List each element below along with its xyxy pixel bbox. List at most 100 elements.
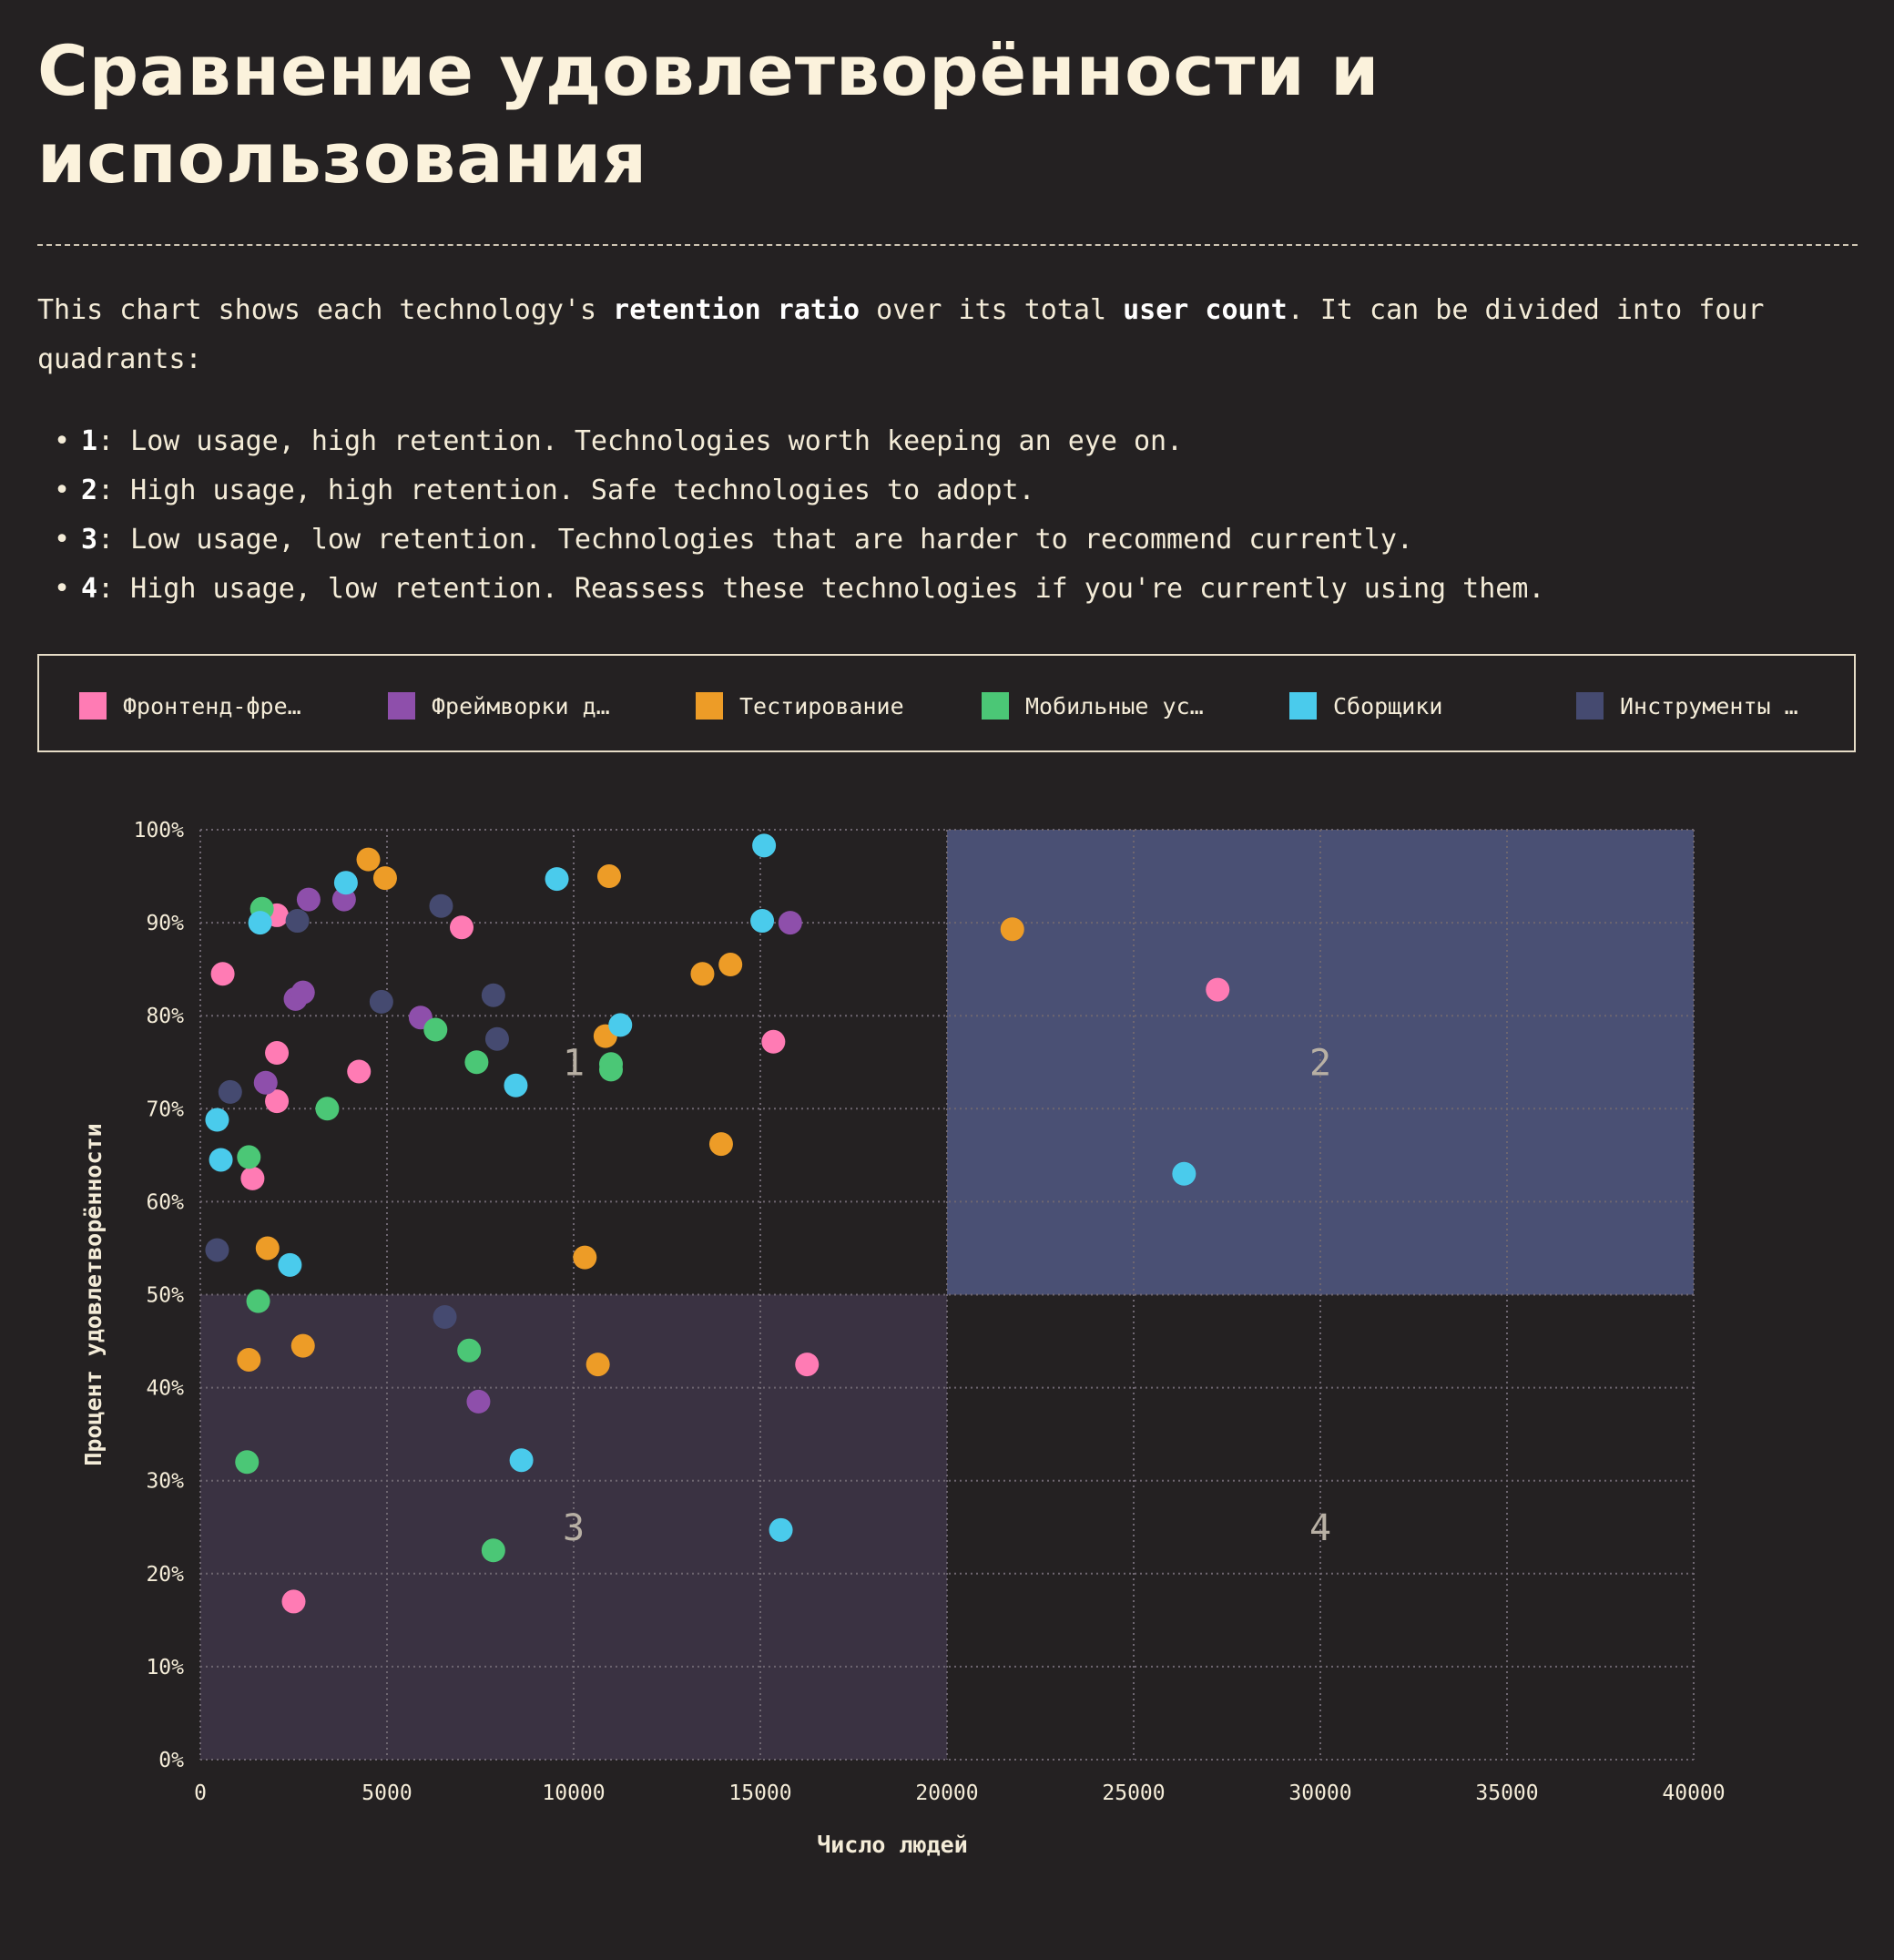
- data-point: [246, 1289, 270, 1313]
- data-point: [205, 1108, 229, 1132]
- data-point: [240, 1166, 265, 1190]
- y-tick-label: 30%: [146, 1470, 184, 1494]
- legend-swatch: [388, 692, 415, 720]
- x-tick-label: 25000: [1102, 1781, 1165, 1805]
- x-tick-label: 40000: [1662, 1781, 1725, 1805]
- legend-swatch: [79, 692, 107, 720]
- legend-item-testing[interactable]: Тестирование: [696, 691, 904, 720]
- data-point: [450, 915, 474, 940]
- quadrant-label: 4: [1309, 1507, 1331, 1549]
- intro-emphasis-retention: retention ratio: [613, 294, 860, 326]
- data-point: [209, 1148, 233, 1172]
- y-tick-label: 0%: [158, 1749, 184, 1772]
- data-point: [1206, 977, 1230, 1002]
- data-point: [599, 1057, 623, 1082]
- data-point: [255, 1236, 280, 1261]
- data-point: [457, 1338, 482, 1363]
- data-point: [290, 1333, 315, 1358]
- data-point: [1172, 1161, 1196, 1186]
- data-point: [285, 909, 310, 934]
- intro-text: This chart shows each technology's reten…: [37, 286, 1858, 384]
- quadrant-number: 1: [81, 425, 98, 457]
- x-tick-label: 20000: [915, 1781, 978, 1805]
- intro-part: over its total: [860, 294, 1124, 326]
- data-point: [315, 1097, 340, 1121]
- quadrant-label: 3: [563, 1507, 585, 1549]
- quadrant-description: : High usage, high retention. Safe techn…: [97, 475, 1035, 506]
- legend-item-bundlers[interactable]: Сборщики: [1289, 691, 1442, 720]
- data-point: [718, 953, 743, 977]
- data-point: [750, 909, 775, 934]
- quadrant-description: : Low usage, high retention. Technologie…: [97, 425, 1184, 457]
- data-point: [290, 980, 315, 1005]
- data-point: [795, 1353, 820, 1377]
- x-tick-label: 10000: [542, 1781, 605, 1805]
- data-point: [218, 1079, 242, 1104]
- quadrant-list-item: 4: High usage, low retention. Reassess t…: [54, 565, 1858, 614]
- data-point: [369, 989, 393, 1014]
- data-point: [237, 1347, 261, 1372]
- data-point: [484, 1026, 509, 1051]
- data-point: [248, 911, 272, 935]
- data-point: [769, 1517, 793, 1542]
- data-point: [708, 1132, 733, 1157]
- data-point: [237, 1145, 261, 1169]
- y-tick-label: 50%: [146, 1284, 184, 1308]
- x-tick-label: 0: [194, 1781, 207, 1805]
- data-point: [281, 1589, 306, 1614]
- quadrant-number: 4: [81, 573, 98, 605]
- intro-part: . It can be divided into four quadrants:: [37, 294, 1765, 375]
- data-point: [265, 1089, 290, 1114]
- legend-item-frontend[interactable]: Фронтенд-фре…: [79, 691, 301, 720]
- legend-label: Тестирование: [739, 692, 904, 720]
- quadrant-list-item: 3: Low usage, low retention. Technologie…: [54, 516, 1858, 565]
- data-point: [205, 1238, 229, 1262]
- quadrant-list-item: 1: Low usage, high retention. Technologi…: [54, 417, 1858, 466]
- data-point: [235, 1450, 260, 1475]
- legend-swatch: [1576, 692, 1604, 720]
- y-tick-label: 100%: [134, 819, 185, 842]
- quadrant-list-item: 2: High usage, high retention. Safe tech…: [54, 466, 1858, 516]
- intro-emphasis-user-count: user count: [1123, 294, 1288, 326]
- data-point: [481, 983, 505, 1007]
- data-point: [296, 887, 321, 912]
- data-point: [509, 1448, 534, 1473]
- data-point: [778, 911, 802, 935]
- quadrant-label: 2: [1309, 1042, 1331, 1084]
- quadrant-description: : Low usage, low retention. Technologies…: [97, 524, 1413, 556]
- legend-label: Сборщики: [1333, 692, 1443, 720]
- x-tick-label: 30000: [1288, 1781, 1351, 1805]
- data-point: [210, 962, 235, 986]
- legend-label: Фреймворки д…: [432, 692, 610, 720]
- page: Сравнение удовлетворённости и использова…: [37, 27, 1858, 614]
- data-point: [481, 1538, 505, 1563]
- data-point: [429, 893, 453, 918]
- legend-label: Фронтенд-фре…: [123, 692, 301, 720]
- data-point: [690, 962, 715, 986]
- data-point: [464, 1050, 489, 1075]
- data-point: [356, 847, 381, 872]
- y-axis-title: Процент удовлетворённости: [80, 1123, 107, 1465]
- data-point: [347, 1059, 372, 1084]
- y-tick-label: 90%: [146, 912, 184, 935]
- legend-item-backend-frameworks[interactable]: Фреймворки д…: [388, 691, 610, 720]
- data-point: [752, 833, 777, 858]
- data-point: [545, 867, 569, 892]
- y-tick-label: 80%: [146, 1005, 184, 1028]
- legend-swatch: [1289, 692, 1317, 720]
- data-point: [433, 1305, 457, 1330]
- x-axis-title: Число людей: [817, 1832, 968, 1858]
- data-point: [423, 1017, 448, 1042]
- y-tick-label: 20%: [146, 1563, 184, 1587]
- chart-legend: Фронтенд-фре… Фреймворки д… Тестирование…: [37, 654, 1856, 752]
- data-point: [573, 1245, 597, 1270]
- data-point: [253, 1070, 278, 1095]
- data-point: [372, 866, 397, 891]
- legend-item-tools[interactable]: Инструменты …: [1576, 691, 1798, 720]
- legend-item-mobile[interactable]: Мобильные ус…: [982, 691, 1204, 720]
- quadrant-number: 2: [81, 475, 98, 506]
- data-point: [1000, 917, 1024, 942]
- quadrant-number: 3: [81, 524, 98, 556]
- data-point: [761, 1029, 786, 1054]
